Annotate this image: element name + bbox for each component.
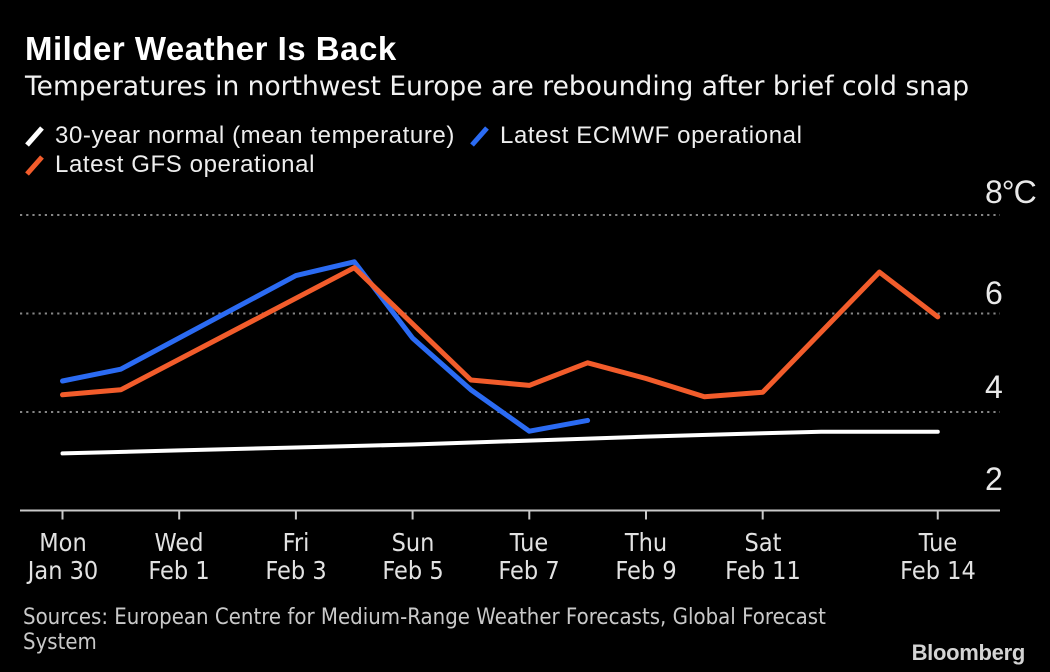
y-axis-label: 2 — [985, 461, 1003, 497]
chart-subtitle: Temperatures in northwest Europe are reb… — [25, 71, 970, 102]
x-axis-label: Sat Feb 11 — [724, 528, 801, 585]
x-axis-label: Fri Feb 3 — [265, 528, 327, 585]
x-axis-label: Mon Jan 30 — [27, 528, 98, 585]
x-axis-label: Tue Feb 7 — [498, 528, 560, 585]
series-ecmwf — [60, 259, 591, 434]
source-line: System — [23, 629, 97, 655]
x-axis-label: Tue Feb 14 — [899, 528, 976, 585]
line-swatch-orange-icon — [25, 154, 44, 176]
y-axis-label: 4 — [985, 369, 1003, 405]
source-line: Sources: European Centre for Medium-Rang… — [23, 605, 826, 630]
bloomberg-logo: Bloomberg — [911, 640, 1026, 665]
x-axis-label: Sun Feb 5 — [381, 528, 444, 585]
source-note: Sources: European Centre for Medium-Rang… — [23, 605, 826, 655]
series-gfs — [60, 265, 941, 400]
series-30-year-normal — [60, 429, 940, 456]
legend-label: 30-year normal (mean temperature) — [55, 122, 455, 149]
legend-item-gfs: Latest GFS operational — [23, 151, 315, 179]
chart-title: Milder Weather Is Back — [25, 30, 397, 67]
x-axis-label: Thu Feb 9 — [615, 528, 677, 585]
legend-label: Latest ECMWF operational — [500, 122, 803, 149]
legend-label: Latest GFS operational — [55, 151, 316, 178]
legend-item-ecmwf: Latest ECMWF operational — [468, 122, 803, 150]
y-axis-label: 6 — [985, 275, 1003, 311]
line-swatch-white-icon — [25, 125, 44, 147]
x-axis-label: Wed Feb 1 — [148, 528, 210, 585]
y-axis-label: 8°C — [985, 174, 1037, 210]
legend-item-normal: 30-year normal (mean temperature) — [23, 122, 455, 150]
line-swatch-blue-icon — [470, 125, 489, 147]
